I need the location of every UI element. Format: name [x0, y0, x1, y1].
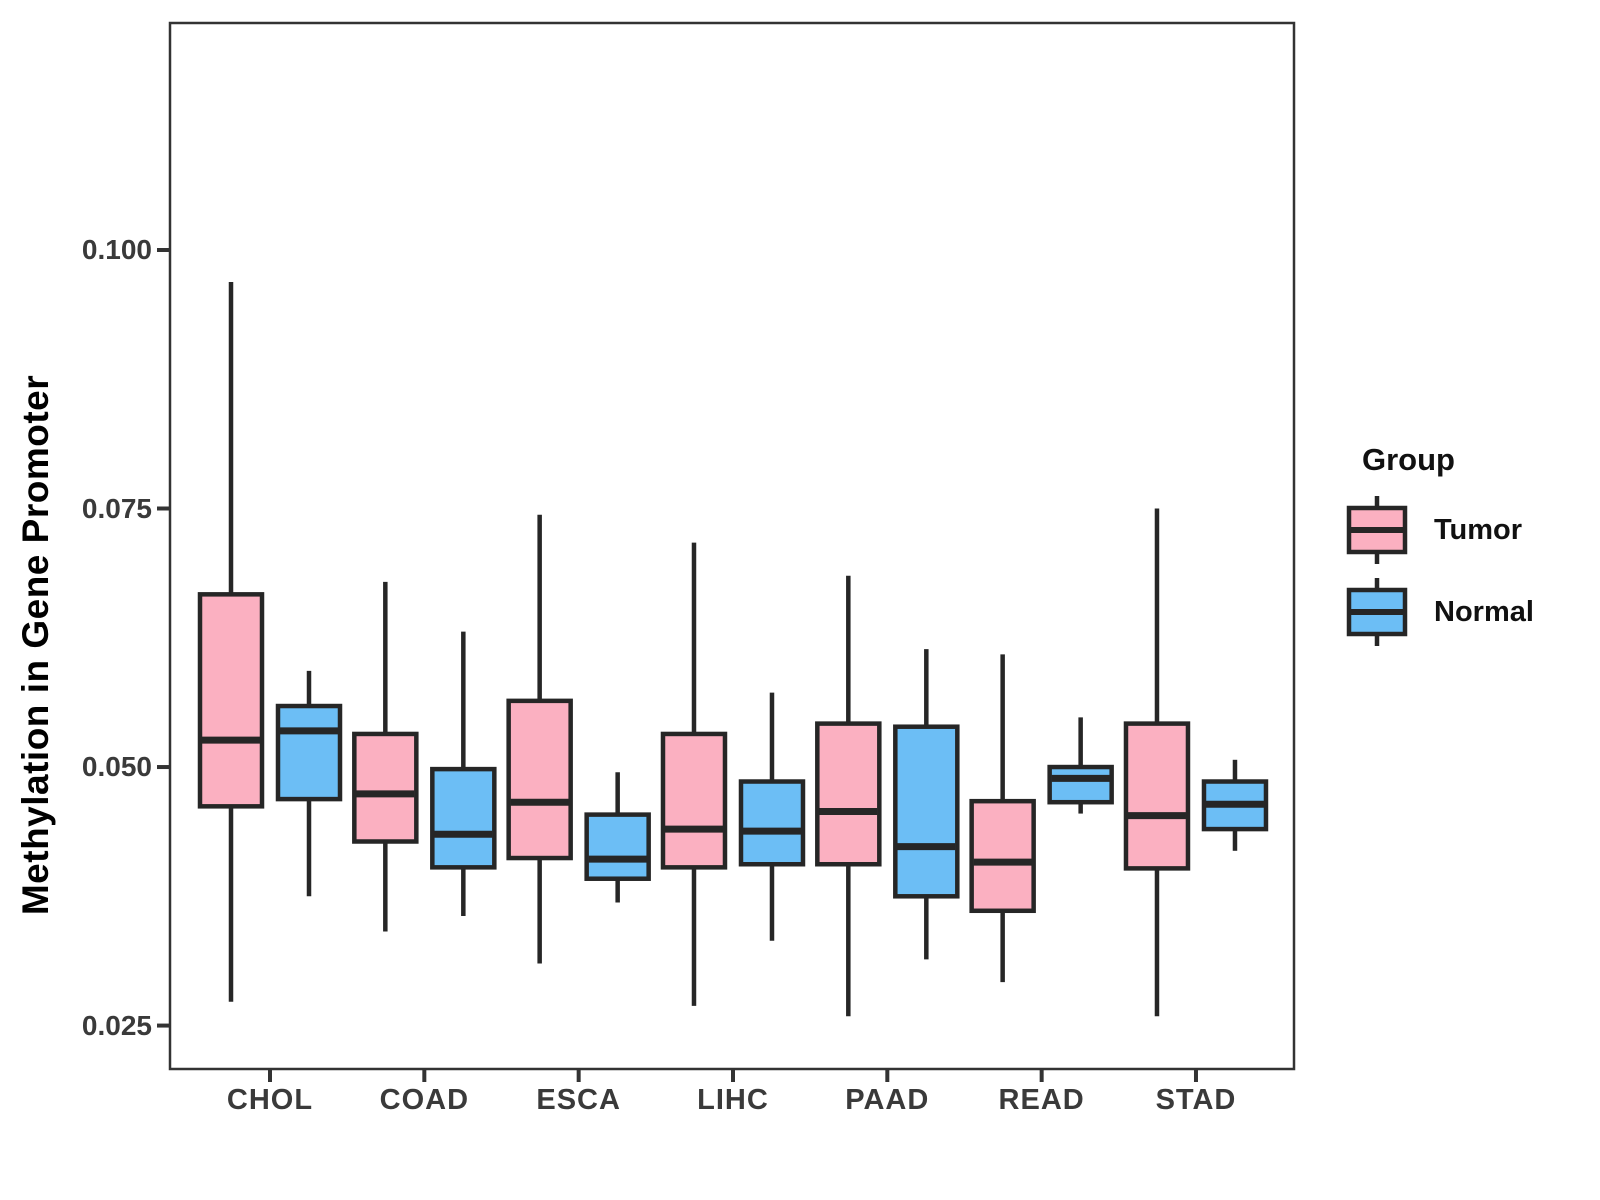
y-tick-label: 0.025	[81, 1009, 152, 1041]
tumor-boxplot-key-icon	[1346, 496, 1408, 564]
x-tick-label-coad: COAD	[379, 1084, 470, 1116]
x-tick-label-read: READ	[998, 1084, 1085, 1116]
y-axis-title: Methylation in Gene Promoter	[15, 374, 56, 916]
legend-item-label-normal: Normal	[1434, 595, 1534, 628]
x-tick-label-lihc: LIHC	[697, 1084, 769, 1116]
x-tick-label-stad: STAD	[1155, 1084, 1237, 1116]
y-tick-label: 0.100	[81, 233, 152, 265]
x-tick-label-chol: CHOL	[226, 1084, 314, 1116]
x-tick-label-esca: ESCA	[536, 1084, 621, 1116]
normal-boxplot-key-icon	[1346, 578, 1408, 646]
y-tick-label: 0.050	[81, 751, 152, 783]
x-tick-label-paad: PAAD	[845, 1084, 930, 1116]
legend-item-label-tumor: Tumor	[1434, 513, 1523, 546]
legend: Group Tumor Normal	[1338, 442, 1534, 656]
legend-item-normal: Normal	[1338, 574, 1534, 650]
legend-title: Group	[1362, 442, 1455, 477]
y-tick-label: 0.075	[81, 492, 152, 524]
legend-item-tumor: Tumor	[1338, 492, 1534, 568]
